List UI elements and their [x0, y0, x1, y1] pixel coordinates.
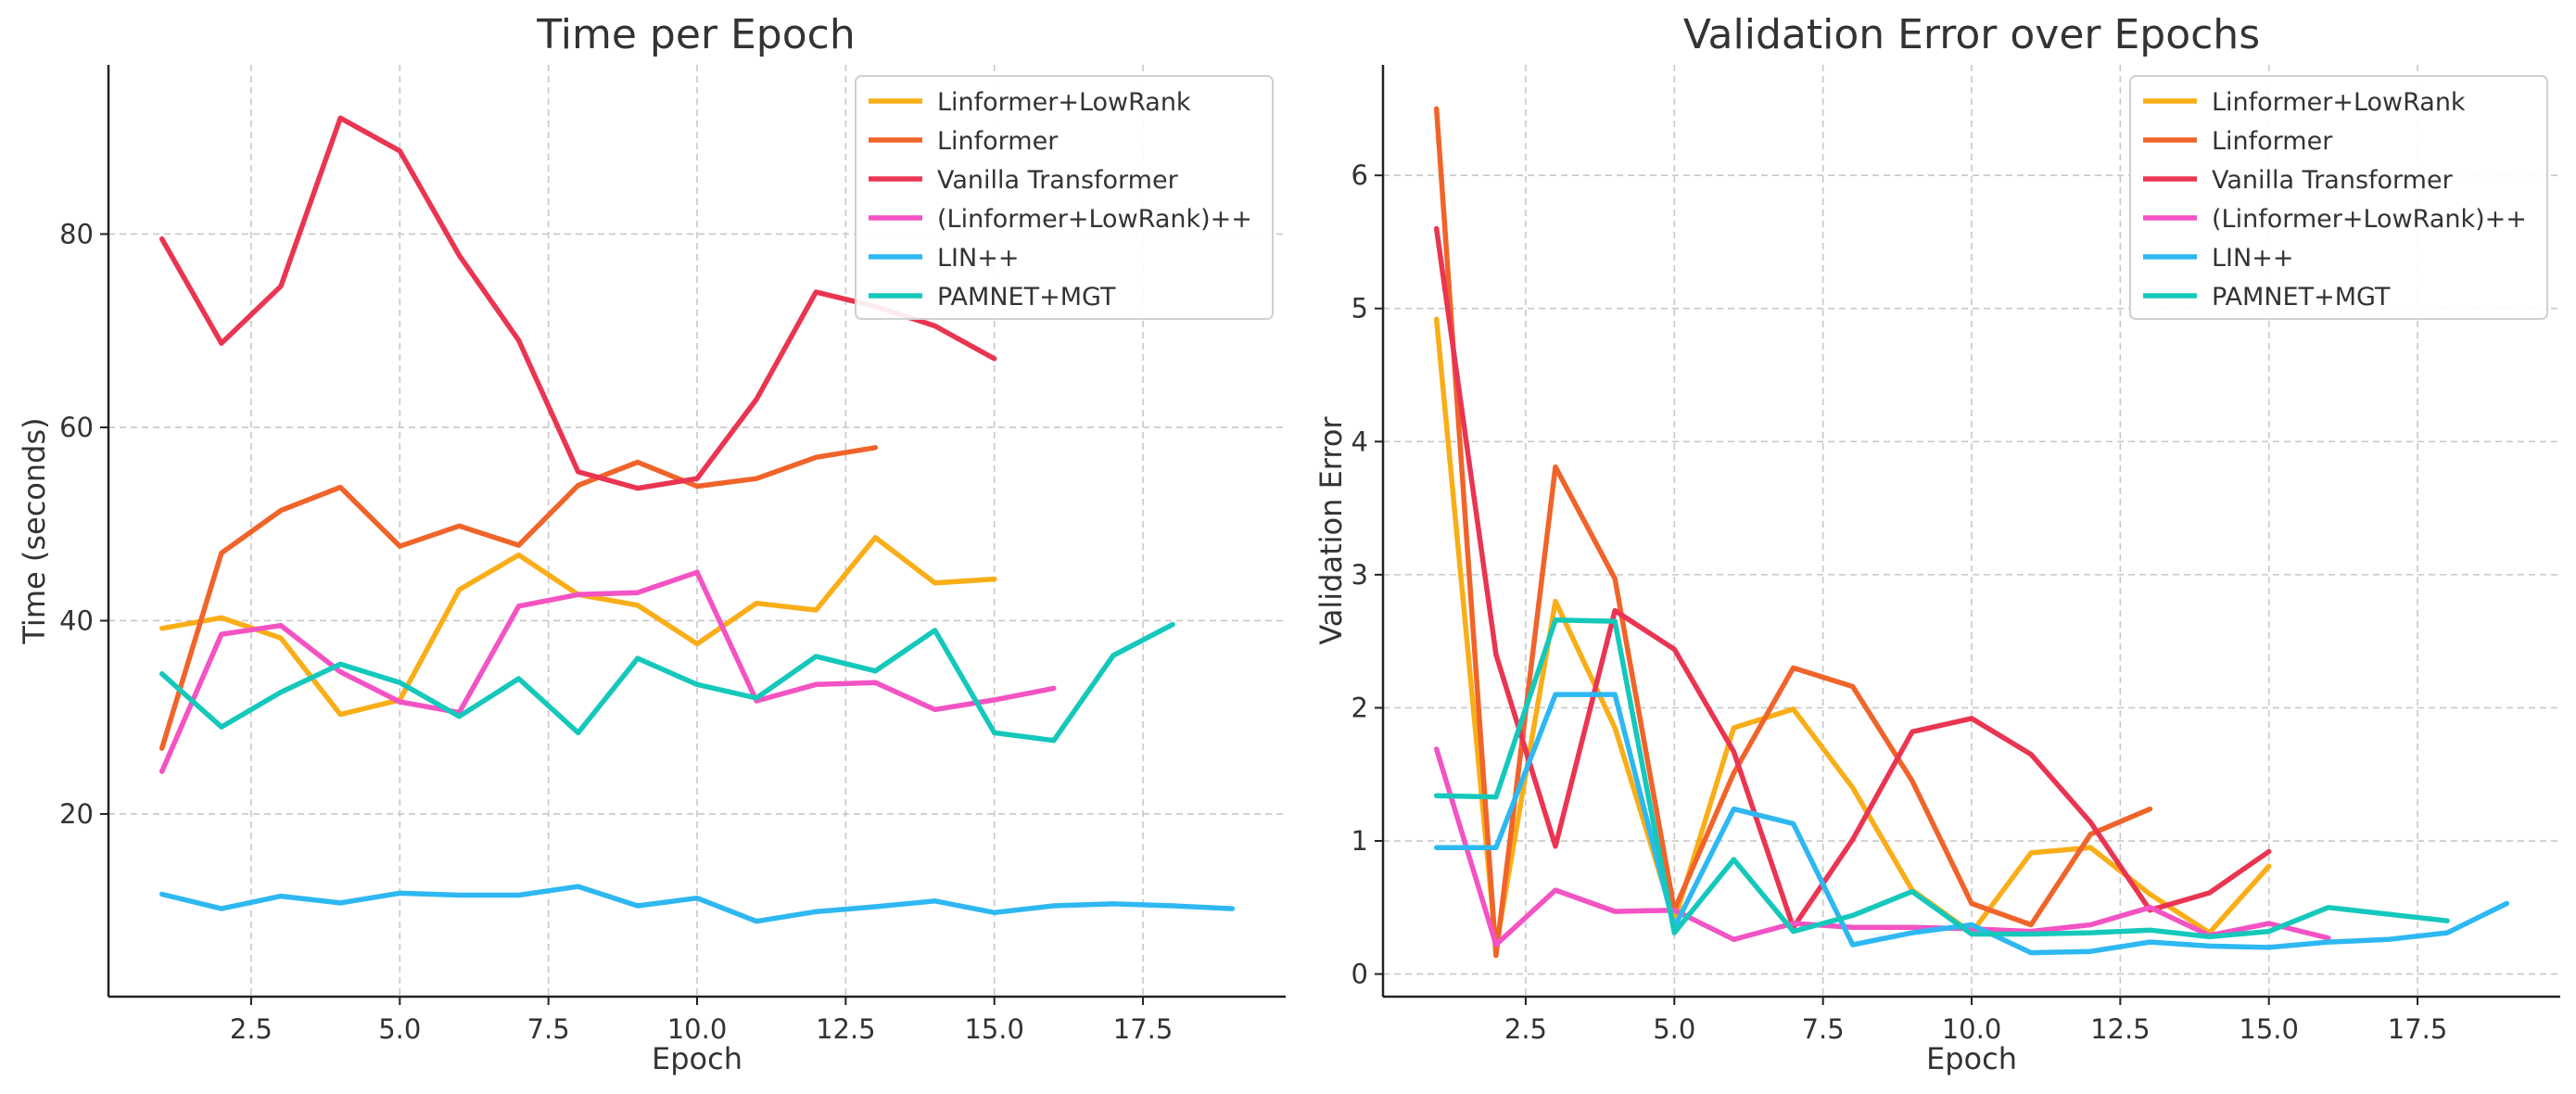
- y-axis-label: Time (seconds): [17, 417, 52, 644]
- legend-entry: Vanilla Transformer: [2212, 166, 2454, 195]
- y-tick-label: 2: [1351, 692, 1368, 723]
- y-tick-label: 5: [1351, 293, 1368, 324]
- legend-entry: LIN++: [937, 244, 1019, 273]
- legend: Linformer+LowRank Linformer Vanilla Transf…: [2129, 75, 2548, 320]
- x-tick-label: 12.5: [2090, 1013, 2151, 1045]
- x-tick-label: 15.0: [964, 1013, 1024, 1045]
- y-tick-label: 20: [59, 798, 94, 830]
- x-tick-label: 2.5: [230, 1013, 273, 1045]
- legend-entry: Linformer: [2212, 127, 2333, 156]
- y-tick-label: 4: [1351, 426, 1368, 457]
- series-line-lin: [159, 884, 1236, 924]
- x-tick-label: 7.5: [527, 1013, 570, 1045]
- y-tick-label: 60: [59, 412, 94, 443]
- series-line-pamnet-mgt: [159, 621, 1175, 744]
- y-tick-label: 1: [1351, 825, 1368, 857]
- x-tick-label: 17.5: [1113, 1013, 1174, 1045]
- legend-entry: PAMNET+MGT: [937, 283, 1116, 312]
- legend: Linformer+LowRank Linformer Vanilla Transf…: [855, 75, 1274, 320]
- series-line-linformer-lowrank: [1433, 746, 2331, 948]
- series-line-linformer-lowrank: [159, 569, 1057, 774]
- series-line-linformer: [1433, 106, 2153, 959]
- y-tick-label: 6: [1351, 159, 1368, 191]
- x-tick-label: 17.5: [2388, 1013, 2448, 1045]
- legend-entry: LIN++: [2212, 244, 2293, 273]
- x-tick-label: 15.0: [2239, 1013, 2299, 1045]
- y-tick-label: 40: [59, 604, 94, 636]
- x-tick-label: 2.5: [1504, 1013, 1547, 1045]
- legend-entry: Linformer+LowRank: [937, 88, 1191, 117]
- series-line-linformer: [159, 445, 879, 751]
- legend-entry: (Linformer+LowRank)++: [937, 205, 1252, 234]
- chart-title: Time per Epoch: [536, 11, 855, 58]
- legend-entry: Vanilla Transformer: [937, 166, 1179, 195]
- y-tick-label: 3: [1351, 559, 1368, 591]
- series-line-lin: [1433, 692, 2510, 956]
- y-tick-label: 0: [1351, 959, 1368, 990]
- legend-entry: (Linformer+LowRank)++: [2212, 205, 2527, 234]
- x-tick-label: 7.5: [1802, 1013, 1845, 1045]
- series-line-pamnet-mgt: [1433, 617, 2450, 940]
- legend-box: [855, 75, 1274, 320]
- y-tick-label: 80: [59, 218, 94, 249]
- legend-box: [2129, 75, 2548, 320]
- x-tick-label: 12.5: [816, 1013, 876, 1045]
- x-tick-label: 10.0: [1942, 1013, 2002, 1045]
- x-tick-label: 10.0: [667, 1013, 728, 1045]
- chart-title: Validation Error over Epochs: [1683, 11, 2260, 58]
- legend-entry: Linformer: [937, 127, 1059, 156]
- legend-entry: Linformer+LowRank: [2212, 88, 2466, 117]
- x-tick-label: 5.0: [1653, 1013, 1695, 1045]
- validation-error-chart: 2.5 5.0 7.5 10.0 12.5 15.0 17.5 0 1 2 3 4 5 6 Validati…: [1313, 11, 2560, 1076]
- legend-entry: PAMNET+MGT: [2212, 283, 2391, 312]
- x-tick-label: 5.0: [378, 1013, 421, 1045]
- x-axis-label: Epoch: [1926, 1041, 2017, 1076]
- series-line-vanilla-transformer: [1433, 225, 2272, 931]
- time-per-epoch-chart: 2.5 5.0 7.5 10.0 12.5 15.0 17.5 20 40 60 80 Time pe…: [17, 11, 1286, 1076]
- x-axis-label: Epoch: [652, 1041, 742, 1076]
- series-line-linformer-lowrank: [1433, 316, 2272, 950]
- y-axis-label: Validation Error: [1313, 416, 1349, 645]
